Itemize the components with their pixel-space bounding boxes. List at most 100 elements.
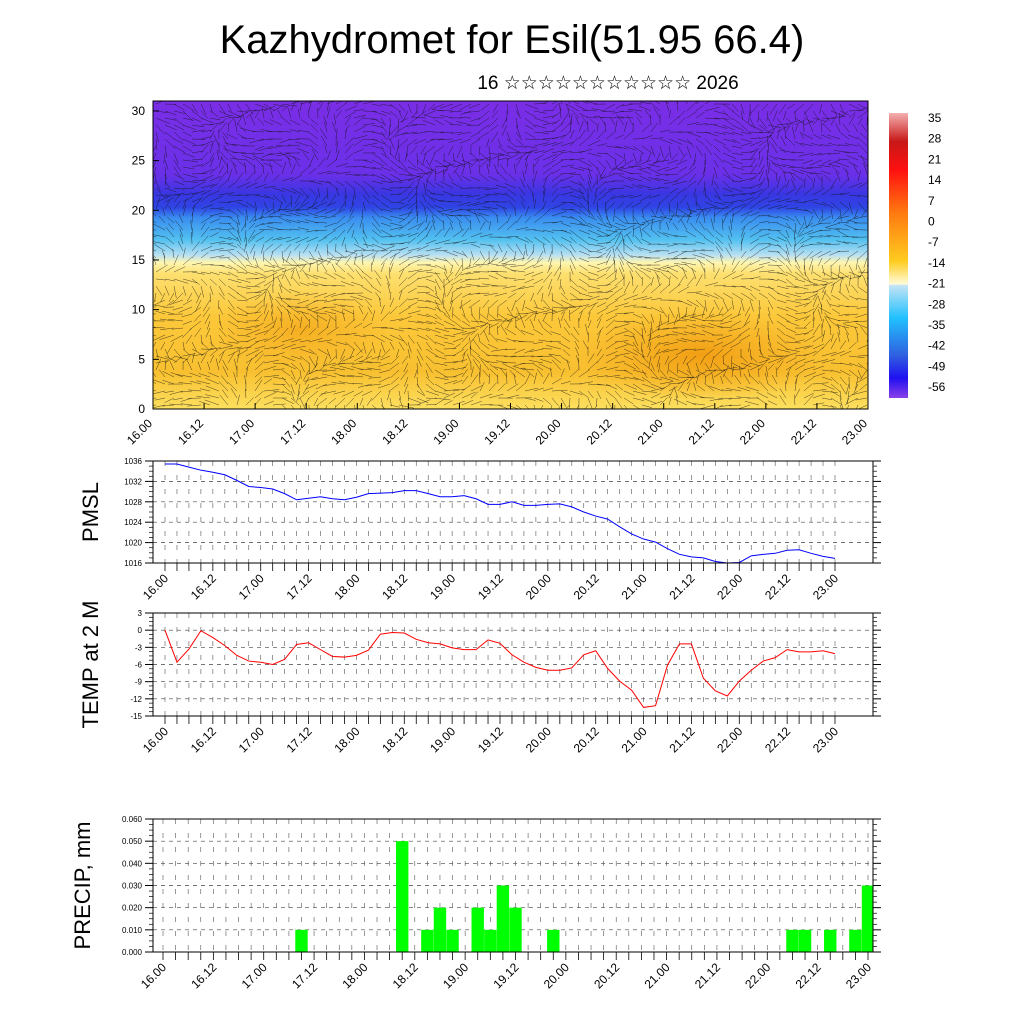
wind-vector — [587, 278, 599, 281]
wind-vector — [374, 269, 382, 280]
y-tick-label: 0 — [138, 626, 143, 635]
wind-vector — [288, 138, 301, 140]
wind-vector — [721, 218, 724, 231]
wind-vector — [399, 138, 409, 147]
wind-vector — [722, 212, 728, 224]
wind-vector — [551, 159, 564, 168]
wind-vector — [722, 263, 727, 273]
wind-vector — [380, 341, 386, 353]
wind-vector — [407, 269, 423, 273]
wind-vector — [705, 228, 715, 238]
precip-bar — [849, 929, 862, 952]
wind-vector — [542, 229, 554, 233]
wind-vector — [749, 137, 761, 140]
wind-vector — [153, 334, 157, 337]
wind-vector — [776, 292, 790, 298]
wind-vector — [434, 320, 445, 326]
wind-vector — [425, 320, 437, 325]
wind-vector — [461, 313, 470, 323]
wind-vector — [218, 228, 235, 231]
wind-vector — [632, 215, 640, 225]
wind-vector — [416, 254, 430, 259]
wind-vector — [650, 393, 661, 399]
wind-vector — [740, 355, 748, 364]
wind-vector — [483, 292, 499, 297]
wind-vector — [366, 361, 382, 364]
wind-vector — [217, 299, 220, 310]
wind-vector — [236, 271, 248, 274]
wind-vector — [381, 348, 391, 359]
wind-vector — [272, 362, 289, 365]
wind-vector — [828, 152, 841, 155]
x-tick-label: 20.00 — [523, 571, 554, 602]
wind-vector — [290, 194, 293, 207]
wind-vector — [486, 138, 490, 147]
wind-vector — [528, 359, 544, 364]
wind-vector — [852, 163, 859, 175]
wind-vector — [604, 180, 616, 183]
wind-vector — [447, 173, 454, 182]
wind-vector — [587, 152, 602, 157]
wind-vector — [515, 292, 526, 303]
wind-vector — [803, 392, 814, 399]
wind-vector — [227, 208, 240, 217]
wind-vector — [569, 305, 582, 308]
wind-vector — [767, 117, 774, 130]
wind-vector — [623, 369, 633, 375]
wind-vector — [461, 332, 471, 343]
wind-vector — [425, 355, 435, 365]
wind-vector — [524, 206, 530, 217]
wind-vector — [387, 282, 391, 294]
wind-vector — [340, 348, 346, 360]
wind-vector — [716, 246, 724, 259]
wind-vector — [768, 154, 778, 161]
wind-vector — [390, 376, 400, 385]
y-tick-label: 1020 — [124, 539, 142, 548]
wind-vector — [793, 394, 796, 406]
wind-vector — [494, 192, 508, 196]
wind-vector — [204, 313, 211, 325]
wind-vector — [715, 230, 724, 238]
wind-vector — [416, 390, 426, 397]
wind-vector — [153, 326, 166, 329]
wind-vector — [343, 404, 346, 409]
wind-vector — [520, 178, 526, 189]
wind-vector — [299, 101, 303, 112]
wind-vector — [617, 201, 625, 210]
wind-vector — [443, 389, 460, 392]
wind-vector — [838, 144, 850, 147]
wind-vector — [461, 352, 466, 364]
wind-vector — [704, 362, 711, 372]
wind-vector — [601, 110, 616, 113]
wind-vector — [245, 285, 261, 288]
wind-vector — [731, 166, 744, 170]
wind-vector — [740, 142, 752, 147]
x-tick-label: 21.12 — [692, 960, 723, 991]
wind-vector — [812, 292, 818, 301]
wind-vector — [218, 327, 227, 337]
wind-vector — [673, 235, 688, 238]
wind-vector — [587, 285, 600, 290]
colorbar-label: 28 — [928, 132, 942, 146]
wind-vector — [686, 210, 692, 224]
wind-vector — [311, 149, 319, 161]
wind-vector — [673, 250, 688, 259]
wind-vector — [362, 187, 371, 199]
wind-vector — [594, 187, 598, 197]
wind-vector — [200, 144, 209, 154]
wind-vector — [682, 318, 697, 322]
wind-vector — [262, 164, 265, 175]
wind-vector — [846, 155, 859, 161]
wind-vector — [209, 247, 224, 252]
wind-vector — [794, 184, 803, 196]
wind-vector — [668, 306, 675, 318]
wind-vector — [260, 208, 265, 220]
wind-vector — [478, 306, 481, 320]
wind-vector — [803, 198, 818, 203]
wind-vector — [170, 334, 184, 342]
y-tick-label: 1036 — [124, 457, 142, 466]
wind-vector — [550, 331, 562, 336]
wind-vector — [548, 285, 553, 297]
wind-vector — [749, 149, 758, 161]
wind-vector — [560, 201, 575, 204]
